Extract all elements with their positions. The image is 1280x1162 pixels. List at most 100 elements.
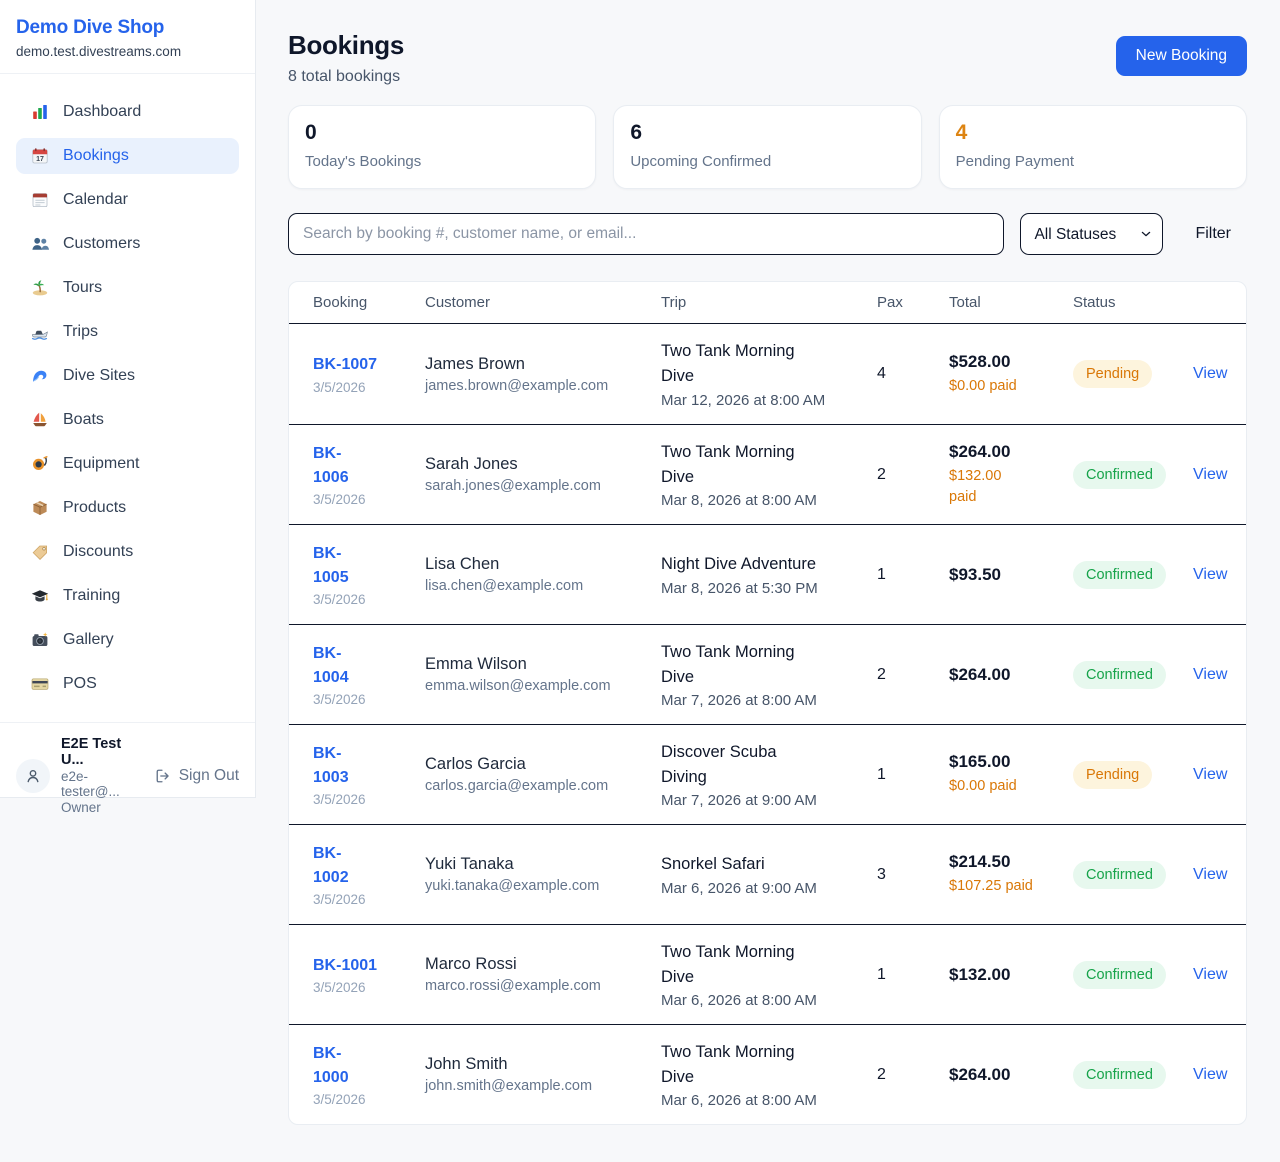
total-cell: $132.00	[949, 965, 1073, 985]
view-cell: View	[1193, 966, 1227, 984]
status-select[interactable]: All Statuses	[1020, 213, 1164, 255]
user-email: e2e-tester@...	[61, 769, 120, 799]
status-cell: Pending	[1073, 760, 1193, 789]
booking-id-link[interactable]: BK- 1002	[313, 845, 349, 886]
trip-datetime: Mar 8, 2026 at 5:30 PM	[661, 579, 818, 597]
sidebar-item-training[interactable]: Training	[16, 578, 239, 614]
booking-cell: BK- 1002 3/5/2026	[313, 842, 425, 906]
view-cell: View	[1193, 566, 1227, 584]
paid-amount: $132.00 paid	[949, 468, 1002, 505]
customer-name: Sarah Jones	[425, 455, 518, 473]
booking-cell: BK- 1003 3/5/2026	[313, 742, 425, 806]
pax-cell: 1	[877, 965, 886, 983]
status-badge: Confirmed	[1073, 960, 1166, 989]
discounts-icon	[30, 542, 50, 562]
status-select-wrap: All Statuses	[1020, 213, 1164, 255]
sidebar-item-trips[interactable]: Trips	[16, 314, 239, 350]
trip-cell: Two Tank Morning Dive Mar 7, 2026 at 8:0…	[661, 640, 877, 710]
trips-icon	[30, 322, 50, 342]
customer-name: John Smith	[425, 1055, 508, 1073]
booking-id-link[interactable]: BK- 1006	[313, 445, 349, 486]
training-icon	[30, 586, 50, 606]
customer-email: john.smith@example.com	[425, 1078, 593, 1094]
booking-id-link[interactable]: BK- 1003	[313, 745, 349, 786]
user-section: E2E Test U... e2e-tester@... Owner Sign …	[0, 722, 255, 828]
bookings-icon: 17	[30, 146, 50, 166]
total-cell: $528.00 $0.00 paid	[949, 352, 1073, 396]
sidebar-item-pos[interactable]: POS	[16, 666, 239, 702]
sidebar-item-dashboard[interactable]: Dashboard	[16, 94, 239, 130]
status-badge: Confirmed	[1073, 560, 1166, 589]
pax-cell: 1	[877, 565, 886, 583]
total-amount: $93.50	[949, 564, 1001, 584]
view-link[interactable]: View	[1193, 865, 1228, 883]
sidebar-item-calendar[interactable]: Calendar	[16, 182, 239, 218]
view-link[interactable]: View	[1193, 665, 1228, 683]
sidebar-item-equipment[interactable]: Equipment	[16, 446, 239, 482]
table-body: BK-1007 3/5/2026 James Brown james.brown…	[289, 324, 1246, 1124]
booking-id-link[interactable]: BK- 1000	[313, 1045, 349, 1086]
view-cell: View	[1193, 365, 1227, 383]
stat-card: 6 Upcoming Confirmed	[613, 105, 922, 189]
total-cell: $264.00 $132.00 paid	[949, 442, 1073, 507]
pax-cell: 3	[877, 865, 886, 883]
customers-icon	[30, 234, 50, 254]
page-subtitle: 8 total bookings	[288, 68, 401, 85]
customer-email: carlos.garcia@example.com	[425, 778, 609, 794]
booking-id-link[interactable]: BK- 1004	[313, 645, 349, 686]
booking-date: 3/5/2026	[313, 491, 366, 507]
status-badge: Pending	[1073, 360, 1153, 388]
customer-cell: Yuki Tanaka yuki.tanaka@example.com	[425, 855, 661, 894]
sidebar-item-tours[interactable]: Tours	[16, 270, 239, 306]
trip-cell: Snorkel Safari Mar 6, 2026 at 9:00 AM	[661, 852, 877, 897]
sidebar-item-label: Dashboard	[63, 103, 142, 120]
filter-button[interactable]: Filter	[1179, 225, 1247, 243]
table-row: BK-1001 3/5/2026 Marco Rossi marco.rossi…	[289, 924, 1246, 1024]
search-input[interactable]	[288, 213, 1005, 255]
trip-name: Two Tank Morning Dive	[661, 942, 795, 986]
sidebar-item-discounts[interactable]: Discounts	[16, 534, 239, 570]
brand: Demo Dive Shop demo.test.divestreams.com	[0, 0, 255, 74]
sidebar-item-products[interactable]: Products	[16, 490, 239, 526]
sidebar-item-boats[interactable]: Boats	[16, 402, 239, 438]
dive-sites-icon	[30, 366, 50, 386]
trip-datetime: Mar 6, 2026 at 9:00 AM	[661, 879, 817, 897]
status-cell: Confirmed	[1073, 660, 1193, 689]
view-link[interactable]: View	[1193, 1065, 1228, 1083]
total-amount: $165.00	[949, 752, 1011, 772]
view-link[interactable]: View	[1193, 365, 1228, 382]
booking-cell: BK- 1004 3/5/2026	[313, 642, 425, 706]
view-link[interactable]: View	[1193, 765, 1228, 783]
sign-out-button[interactable]: Sign Out	[154, 767, 239, 785]
view-link[interactable]: View	[1193, 965, 1228, 983]
sidebar-item-bookings[interactable]: 17 Bookings	[16, 138, 239, 174]
view-link[interactable]: View	[1193, 565, 1228, 583]
status-badge: Confirmed	[1073, 660, 1166, 689]
filter-row: All Statuses Filter	[288, 213, 1247, 255]
trip-datetime: Mar 7, 2026 at 9:00 AM	[661, 792, 817, 810]
view-cell: View	[1193, 766, 1227, 784]
customer-email: marco.rossi@example.com	[425, 978, 601, 994]
products-icon	[30, 498, 50, 518]
pax-cell: 2	[877, 465, 886, 483]
sidebar-item-gallery[interactable]: Gallery	[16, 622, 239, 658]
total-amount: $264.00	[949, 1064, 1011, 1084]
view-link[interactable]: View	[1193, 465, 1228, 483]
pax-cell: 2	[877, 1065, 886, 1083]
view-cell: View	[1193, 666, 1227, 684]
booking-id-link[interactable]: BK-1007	[313, 356, 378, 374]
customer-cell: John Smith john.smith@example.com	[425, 1055, 661, 1094]
booking-id-link[interactable]: BK- 1005	[313, 545, 349, 586]
customer-cell: Carlos Garcia carlos.garcia@example.com	[425, 755, 661, 794]
sidebar-item-customers[interactable]: Customers	[16, 226, 239, 262]
booking-date: 3/5/2026	[313, 379, 366, 395]
booking-id-link[interactable]: BK-1001	[313, 956, 378, 974]
booking-date: 3/5/2026	[313, 891, 366, 907]
sidebar-item-label: Calendar	[63, 191, 128, 208]
table-row: BK- 1003 3/5/2026 Carlos Garcia carlos.g…	[289, 724, 1246, 824]
new-booking-button[interactable]: New Booking	[1115, 36, 1247, 76]
sidebar-item-label: Discounts	[63, 543, 134, 560]
paid-amount: $107.25 paid	[949, 878, 1033, 895]
sidebar-item-dive-sites[interactable]: Dive Sites	[16, 358, 239, 394]
total-cell: $264.00	[949, 1065, 1073, 1085]
